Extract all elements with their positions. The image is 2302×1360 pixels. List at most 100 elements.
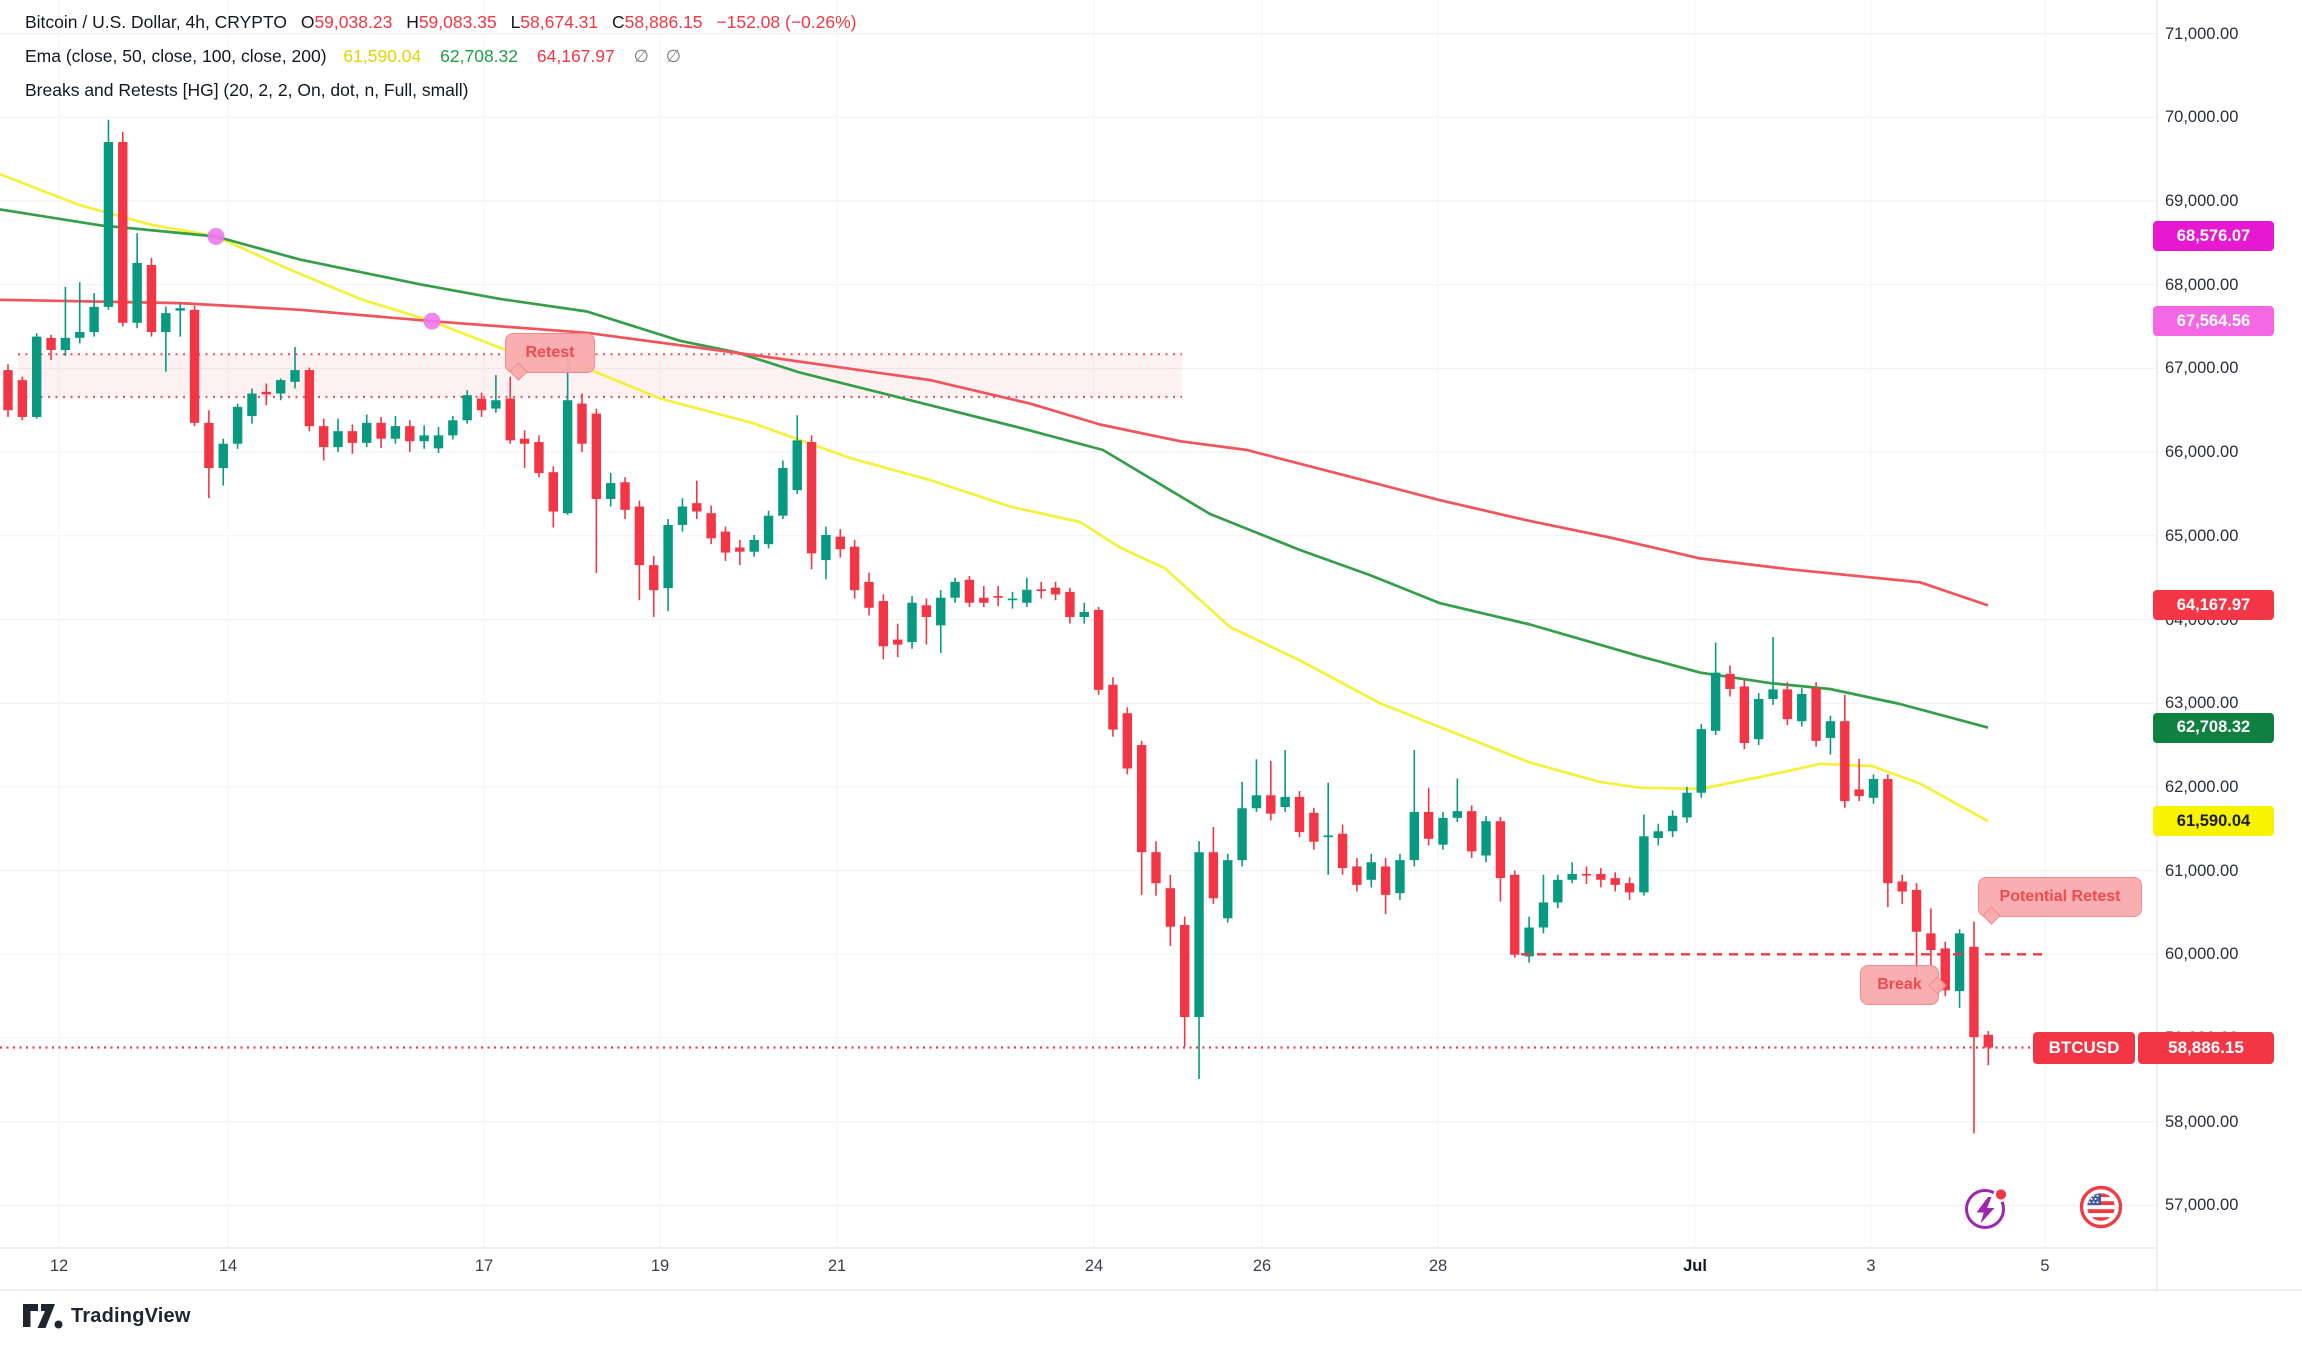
high-label: H (406, 12, 419, 32)
ema-indicator-title[interactable]: Ema (close, 50, close, 100, close, 200) (25, 46, 327, 66)
candle (591, 408, 602, 574)
legend-symbol-row: Bitcoin / U.S. Dollar, 4h, CRYPTO O59,03… (25, 10, 857, 44)
candle (261, 383, 271, 406)
candle (1065, 587, 1075, 624)
candle (1739, 679, 1750, 750)
break-label-pointer (1928, 976, 1947, 995)
candle (1352, 858, 1362, 892)
time-tick-label: 24 (1084, 1257, 1104, 1275)
chart-legend: Bitcoin / U.S. Dollar, 4h, CRYPTO O59,03… (25, 10, 857, 112)
candle (347, 424, 358, 454)
ema-cross-marker (423, 312, 441, 330)
candle (792, 415, 802, 494)
candle (1036, 581, 1046, 599)
candle (1553, 874, 1563, 909)
candle (1108, 677, 1118, 737)
candle (232, 403, 243, 449)
candle (979, 586, 989, 607)
time-tick-label: 5 (2040, 1257, 2050, 1275)
lightning-bolt-icon (1976, 1197, 1995, 1224)
price-tick-label: 67,000.00 (2165, 359, 2239, 378)
tradingview-logo[interactable]: TradingView (22, 1303, 191, 1329)
candle (1337, 824, 1348, 875)
candle (333, 418, 343, 453)
candle (835, 529, 845, 558)
open-value: 59,038.23 (314, 12, 393, 32)
candle (778, 460, 788, 520)
candle (849, 539, 860, 599)
candle (534, 435, 544, 478)
time-tick-label: 17 (474, 1257, 494, 1275)
candle (1624, 877, 1635, 900)
candle (1223, 853, 1233, 923)
candle (1868, 774, 1879, 804)
retest-label-text: Retest (525, 344, 575, 361)
candle (562, 352, 573, 515)
candle (103, 119, 114, 310)
potential-retest-label: Potential Retest (1978, 877, 2142, 925)
candle (1610, 872, 1620, 892)
candle (476, 392, 487, 417)
candle (405, 420, 415, 453)
change-value: −152.08 (−0.26%) (716, 12, 857, 32)
candle (1983, 1031, 1993, 1066)
candle (362, 414, 372, 448)
time-tick-label: 12 (49, 1257, 69, 1275)
break-label: Break (1860, 965, 1947, 1005)
time-tick-label: 21 (827, 1257, 847, 1275)
flag-stripes (2087, 1193, 2115, 1221)
candle (1467, 805, 1477, 859)
low-value: 58,674.31 (520, 12, 599, 32)
candle (936, 590, 946, 653)
candle (247, 388, 257, 424)
ema-cross-marker (207, 227, 225, 245)
candle (1682, 786, 1692, 823)
candle (893, 623, 903, 658)
candle (1883, 774, 1893, 908)
candle (1194, 841, 1204, 1080)
ema100-value: 62,708.32 (440, 46, 519, 66)
candle (663, 519, 673, 612)
time-tick-label: Jul (1683, 1257, 1707, 1275)
last-price-value: 58,886.15 (2138, 1031, 2274, 1064)
price-tick-label: 61,000.00 (2165, 861, 2239, 880)
flash-icon[interactable] (1963, 1184, 2011, 1232)
candle (1022, 577, 1032, 607)
candle (1093, 606, 1104, 695)
candle (1825, 715, 1836, 755)
candle (1007, 591, 1018, 609)
retest-label-pointer (509, 362, 528, 381)
candle (692, 480, 702, 520)
candle (1596, 868, 1606, 888)
candle (735, 539, 745, 566)
candle (964, 575, 975, 607)
candle (1510, 870, 1520, 958)
close-value: 58,886.15 (624, 12, 703, 32)
us-flag-icon[interactable] (2078, 1184, 2124, 1230)
candle (921, 598, 932, 645)
candle (763, 510, 774, 549)
candle (878, 594, 889, 660)
candle (505, 376, 515, 444)
legend-ema-row: Ema (close, 50, close, 100, close, 200) … (25, 44, 857, 78)
candle (491, 375, 501, 413)
breaks-retests-indicator-title[interactable]: Breaks and Retests [HG] (20, 2, 2, On, d… (25, 80, 469, 100)
candle (950, 577, 960, 603)
candle (218, 438, 228, 486)
candle (419, 425, 429, 449)
potential-retest-label-pointer (1982, 906, 2001, 925)
candle (1667, 810, 1678, 838)
ema-cross-tag-2: 67,564.56 (2153, 306, 2274, 337)
price-tick-label: 69,000.00 (2165, 192, 2239, 210)
high-value: 59,083.35 (418, 12, 497, 32)
candle (1395, 853, 1405, 900)
retest-label: Retest (505, 333, 595, 381)
candle (1696, 724, 1706, 798)
symbol-title[interactable]: Bitcoin / U.S. Dollar, 4h, CRYPTO (25, 12, 287, 32)
candle (1538, 874, 1549, 934)
candle (606, 473, 616, 507)
ema200-value: 64,167.97 (536, 46, 615, 66)
candle (1481, 816, 1491, 863)
